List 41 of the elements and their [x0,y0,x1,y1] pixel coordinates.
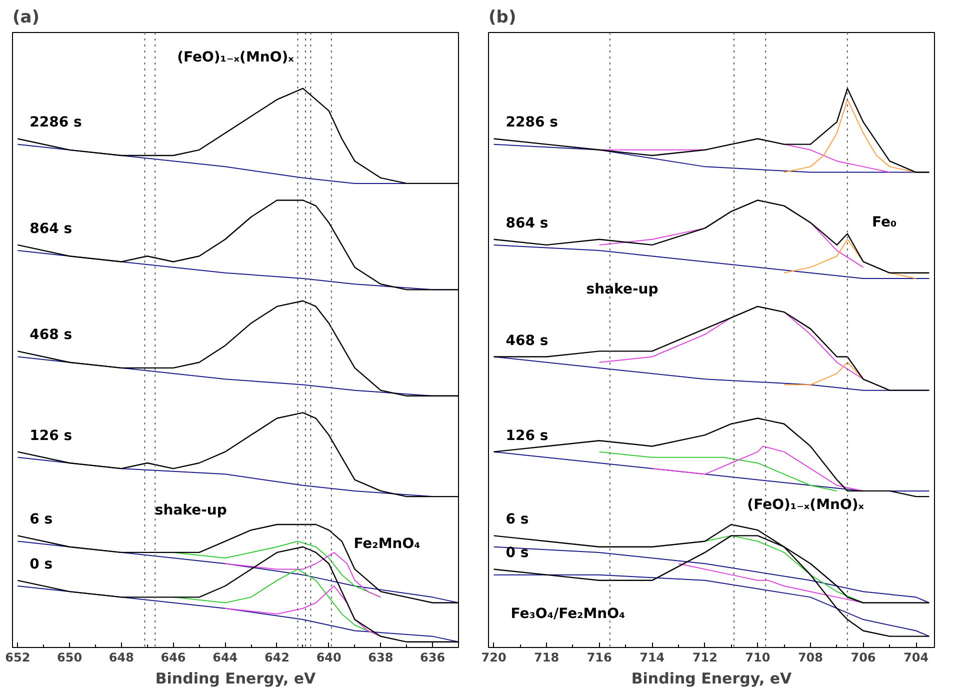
x-tick-label: 706 [850,650,876,664]
x-tick-label: 704 [904,650,929,664]
chart-title: (a) [12,8,40,28]
x-tick-label: 720 [481,650,506,664]
annotation: Fe₀ [872,214,897,231]
x-tick-label: 718 [534,650,560,664]
series-label: 2286 s [30,114,82,131]
series-label: 864 s [506,215,548,232]
series-label: 2286 s [506,114,558,131]
annotation: Fe₂MnO₄ [354,536,420,552]
annotation: shake-up [154,502,227,519]
x-axis-title: Binding Energy, eV [155,670,316,688]
x-tick-label: 636 [420,650,446,664]
series-label: 6 s [506,512,529,528]
x-tick-label: 648 [108,650,134,664]
x-tick-label: 710 [745,650,770,664]
series-label: 468 s [506,332,548,349]
x-tick-label: 642 [264,650,290,664]
x-tick-label: 716 [586,650,612,664]
series-label: 864 s [30,220,72,237]
x-axis-title: Binding Energy, eV [631,670,792,688]
x-tick-label: 638 [368,650,394,664]
series-label: 468 s [30,327,72,344]
annotation: (FeO)₁₋ₓ(MnO)ₓ [747,496,864,513]
x-tick-label: 714 [640,650,665,664]
x-tick-label: 708 [798,650,824,664]
series-label: 0 s [506,545,529,562]
x-tick-label: 652 [5,650,30,664]
annotation: Fe₃O₄/Fe₂MnO₄ [510,606,626,622]
chart-title: (b) [488,8,516,28]
series-label: 6 s [30,512,53,528]
x-tick-label: 712 [692,650,718,664]
text: (FeO)₁₋ₓ(MnO)ₓ [177,50,294,66]
annotation: shake-up [586,282,658,298]
x-tick-label: 650 [57,650,82,664]
series-label: 126 s [30,428,72,444]
series-label: 0 s [30,556,53,572]
x-tick-label: 646 [160,650,186,664]
x-tick-label: 640 [316,650,342,664]
x-tick-label: 644 [212,650,238,664]
series-label: 126 s [506,428,548,444]
